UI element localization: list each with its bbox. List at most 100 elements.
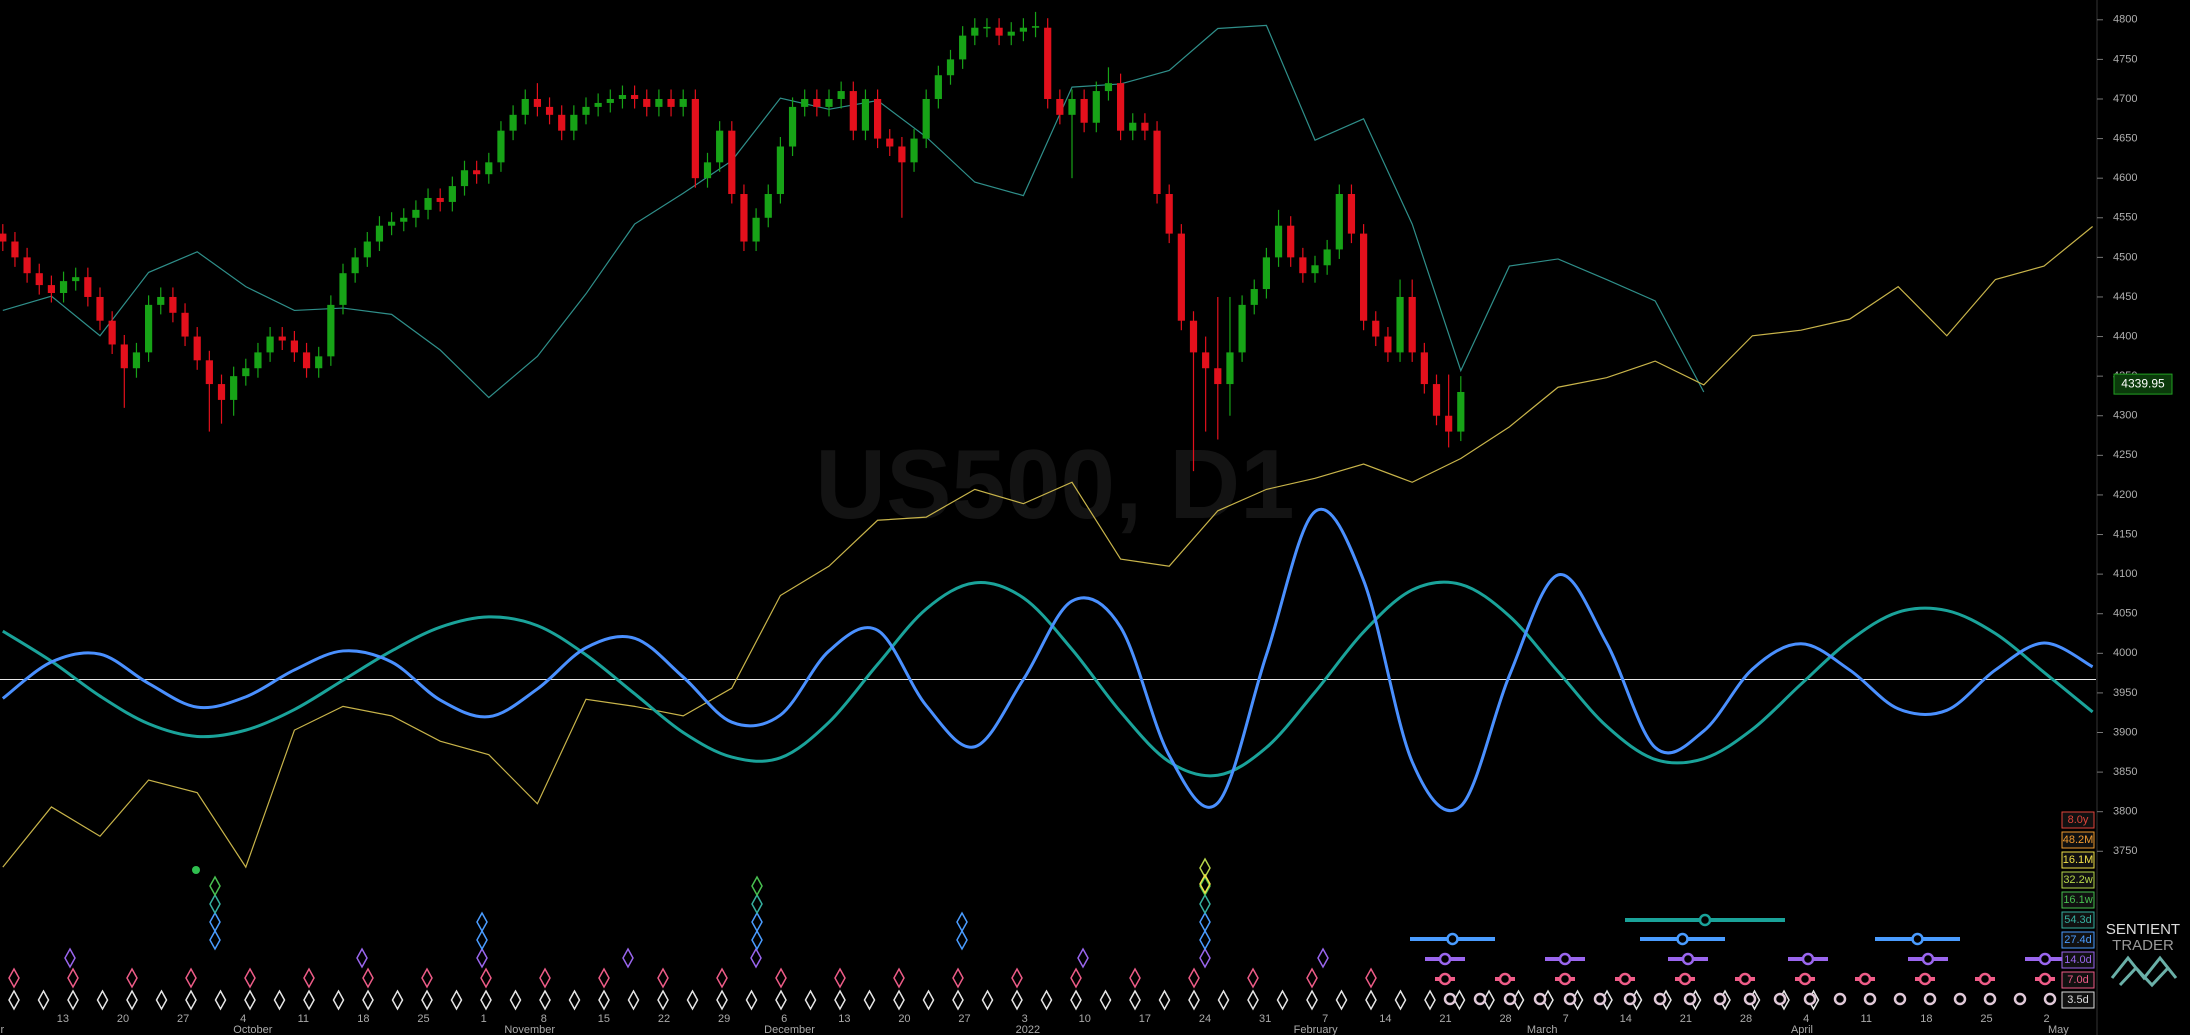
candle-body <box>1080 98 1088 123</box>
diamond <box>476 911 488 933</box>
x-day-label: 6 <box>781 1013 787 1025</box>
candle-body <box>971 27 979 36</box>
x-day-label: 13 <box>838 1013 850 1025</box>
candle-body <box>460 170 469 187</box>
y-tick-label: 4150 <box>2113 528 2137 540</box>
diamond <box>1188 989 1200 1011</box>
candle-body <box>703 162 712 179</box>
cycle-label: 54.3d <box>2064 914 2092 926</box>
diamond <box>126 989 138 1011</box>
x-day-label: 4 <box>240 1013 246 1025</box>
cycle-label: 27.4d <box>2064 934 2092 946</box>
candle-body <box>1117 83 1125 131</box>
brand-logo <box>2110 955 2178 988</box>
diamond <box>775 989 787 1011</box>
brand-top: SENTIENT <box>2106 921 2180 938</box>
diamond <box>476 929 488 951</box>
diamond <box>273 989 286 1011</box>
candle-body <box>266 336 274 353</box>
candle-body <box>424 197 432 210</box>
y-tick-label: 4550 <box>2113 212 2137 224</box>
x-day-label: 29 <box>718 1013 730 1025</box>
y-tick-label: 3900 <box>2113 726 2137 738</box>
candle-body <box>400 217 408 222</box>
candle-body <box>533 98 541 107</box>
candle-body <box>351 257 359 274</box>
candle-body <box>1177 233 1185 321</box>
diamond <box>1129 967 1141 989</box>
diamond <box>981 989 994 1011</box>
diamond <box>303 967 315 989</box>
diamond <box>1394 989 1407 1011</box>
x-day-label: 7 <box>1322 1013 1328 1025</box>
diamond <box>1335 989 1348 1011</box>
candle-body <box>72 277 80 282</box>
candle-body <box>983 26 991 29</box>
candle-body <box>1250 289 1258 305</box>
cycle-box <box>2061 931 2095 949</box>
y-tick-label: 4450 <box>2113 291 2137 303</box>
y-tick-label: 4400 <box>2113 330 2137 342</box>
candle-body <box>242 368 250 377</box>
candle-body <box>157 296 165 305</box>
x-day-label: 22 <box>658 1013 670 1025</box>
x-month-label: October <box>233 1024 272 1035</box>
diamond <box>956 929 968 951</box>
candle-body <box>1165 194 1173 234</box>
diamond <box>509 989 522 1011</box>
phasing-node <box>1803 992 1817 1006</box>
diamond <box>834 967 846 989</box>
candle-body <box>716 130 724 163</box>
diamond <box>775 967 787 989</box>
candle-body <box>1129 122 1137 131</box>
phasing-node <box>1698 913 1712 927</box>
phasing-node <box>1858 972 1872 986</box>
diamond <box>893 989 905 1011</box>
candle-body <box>545 106 554 115</box>
x-month-label: November <box>504 1024 555 1035</box>
cycle-label: 8.0y <box>2068 814 2089 826</box>
x-day-label: 15 <box>598 1013 610 1025</box>
diamond <box>745 989 758 1011</box>
watermark: US500, D1 <box>815 429 1294 539</box>
phasing-node <box>1533 992 1547 1006</box>
candle-body <box>193 336 201 361</box>
diamond <box>1040 989 1053 1011</box>
candle-body <box>327 304 335 357</box>
marker-dot <box>192 866 200 874</box>
diamond <box>922 989 935 1011</box>
phasing-node <box>1618 972 1632 986</box>
candle-body <box>96 296 104 321</box>
diamond <box>214 989 227 1011</box>
candle-body <box>558 114 566 131</box>
candle-body <box>886 138 894 147</box>
diamond <box>391 989 404 1011</box>
y-tick-label: 4500 <box>2113 251 2137 263</box>
x-day-label: 21 <box>1439 1013 1451 1025</box>
candle-body <box>145 304 153 353</box>
candle-body <box>1335 194 1343 250</box>
candle-body <box>1274 225 1283 258</box>
phasing-node <box>1713 992 1727 1006</box>
candle-body <box>230 376 238 400</box>
cycle-box <box>2061 951 2095 969</box>
diamond <box>126 967 138 989</box>
x-day-label: 11 <box>298 1013 309 1025</box>
diamond <box>209 929 221 951</box>
x-month-label: 2022 <box>1016 1024 1040 1035</box>
diamond <box>539 989 551 1011</box>
x-month-label: March <box>1527 1024 1558 1035</box>
candle-body <box>910 138 918 163</box>
candle-body <box>59 281 68 293</box>
candle-body <box>655 98 663 107</box>
candle-body <box>813 98 821 107</box>
diamond <box>185 989 197 1011</box>
candle-body <box>570 114 578 131</box>
x-day-label: 27 <box>177 1013 189 1025</box>
y-tick-label: 4750 <box>2113 53 2137 65</box>
candle-body <box>181 312 189 337</box>
diamond <box>185 967 197 989</box>
candle-body <box>120 344 128 369</box>
candle-body <box>1299 257 1307 274</box>
diamond <box>1199 893 1211 915</box>
